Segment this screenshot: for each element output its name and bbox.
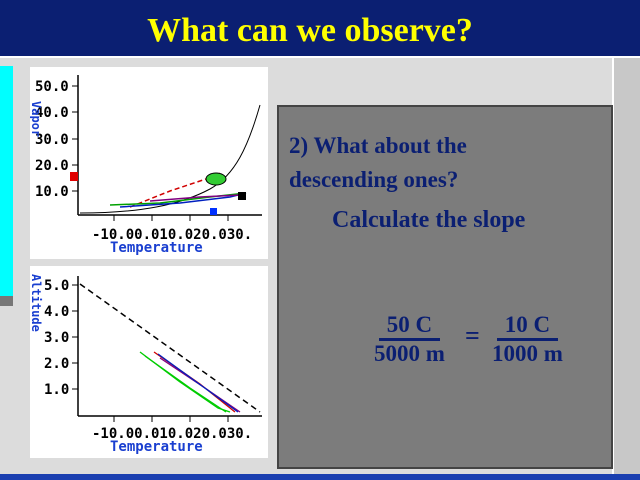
fraction-right: 10 C 1000 m [492,312,563,367]
altitude-ytick-3: 3.0 [44,330,69,346]
vapor-ytick-40: 40.0 [35,105,69,121]
altitude-x-tick-labels: -10.00.010.020.030. [92,426,252,442]
question-line-2: descending ones? [289,167,459,192]
vapor-ytick-30: 30.0 [35,132,69,148]
altitude-ytick-2: 2.0 [44,356,69,372]
fraction-left-denominator: 5000 m [374,341,445,366]
green-altitude-trace-a [139,351,231,413]
right-edge-strip [612,58,640,480]
vapor-plot-svg: 50.0 40.0 30.0 20.0 10.0 Vapor -10.00.01… [29,75,262,256]
red-altitude-trace [153,351,236,413]
vapor-ytick-20: 20.0 [35,158,69,174]
blue-altitude-trace [157,353,239,413]
altitude-x-ticks [113,416,229,422]
fraction-left: 50 C 5000 m [374,312,445,367]
saturation-curve [79,104,261,214]
green-altitude-trace-b [144,355,227,413]
vapor-y-label: Vapor [30,101,43,137]
altitude-ytick-4: 4.0 [44,304,69,320]
vapor-x-ticks [113,215,229,221]
vapor-temperature-plot: 50.0 40.0 30.0 20.0 10.0 Vapor -10.00.01… [29,67,268,259]
calculate-slope-text: Calculate the slope [332,207,526,233]
left-edge-marker [0,296,13,306]
vapor-ytick-50: 50.0 [35,79,69,95]
question-text: 2) What about the descending ones? [289,129,467,197]
altitude-x-label: Temperature [110,439,203,455]
fraction-left-numerator: 50 C [378,312,441,341]
equals-sign: = [465,321,480,350]
question-panel: 2) What about the descending ones? Calcu… [277,105,613,469]
slide-bottom-bar [0,474,640,480]
green-cluster-marker [205,172,227,186]
vapor-y-ticks [72,85,78,192]
vapor-x-label: Temperature [110,240,203,256]
fraction-right-numerator: 10 C [496,312,559,341]
red-square-marker [70,172,78,181]
purple-descending-trace [149,194,241,202]
slide-title: What can we observe? [147,12,473,49]
blue-square-marker [210,208,217,215]
slide-title-bar: What can we observe? [0,0,640,58]
altitude-ytick-5: 5.0 [44,278,69,294]
dry-adiabat-line [79,283,261,413]
question-line-1: 2) What about the [289,133,467,158]
vapor-ytick-10: 10.0 [35,184,69,200]
altitude-ytick-1: 1.0 [44,382,69,398]
left-edge-strip [0,66,13,306]
altitude-y-label: Altitude [30,274,43,332]
altitude-temperature-plot: 5.0 4.0 3.0 2.0 1.0 Altitude -10.00.010.… [29,266,268,458]
vapor-x-tick-labels: -10.00.010.020.030. [92,227,252,243]
altitude-y-ticks [72,284,78,390]
altitude-plot-svg: 5.0 4.0 3.0 2.0 1.0 Altitude -10.00.010.… [29,274,262,455]
black-end-marker [238,192,246,200]
fraction-right-denominator: 1000 m [492,341,563,366]
